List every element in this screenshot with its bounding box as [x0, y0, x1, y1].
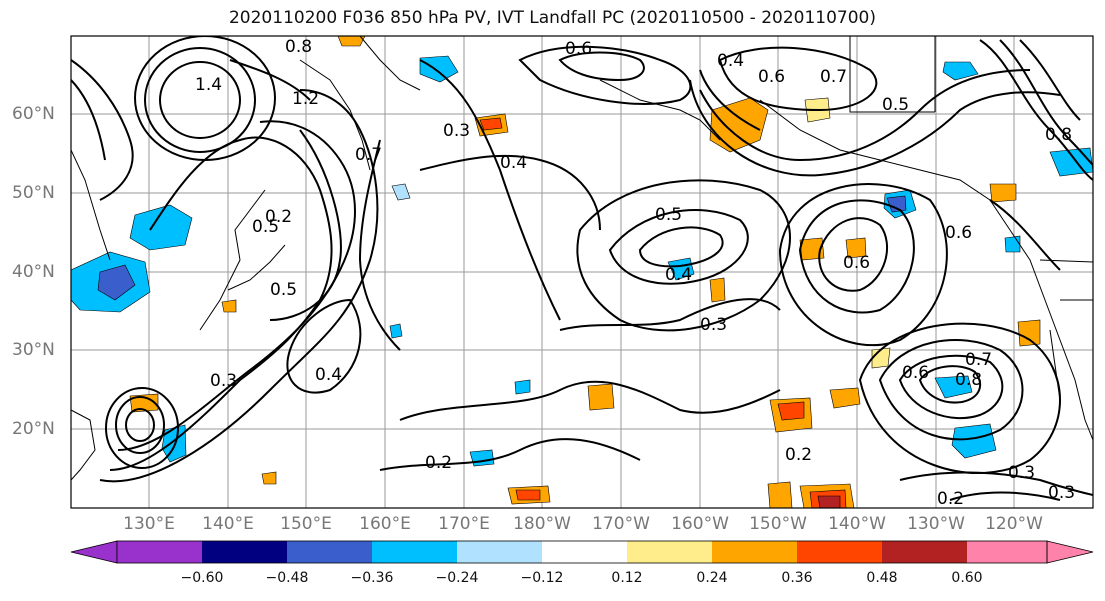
contour-label: 0.3: [443, 121, 470, 141]
lat-label: 40°N: [12, 262, 55, 282]
colorbar-tick-label: −0.48: [265, 570, 309, 586]
contour-label: 0.4: [665, 265, 692, 285]
colorbar-segment: [627, 541, 712, 563]
colorbar-segment: [967, 541, 1047, 563]
contour-label: 0.7: [965, 350, 992, 370]
contour-label: 0.6: [565, 39, 592, 59]
negative-anomaly-shading: [71, 55, 1093, 467]
contour-label: 1.2: [292, 89, 319, 109]
lon-label: 140°W: [828, 514, 886, 534]
lon-label: 130°E: [123, 514, 175, 534]
colorbar-tick-label: −0.24: [435, 570, 479, 586]
colorbar-segment: [372, 541, 457, 563]
colorbar-tick-label: 0.36: [781, 570, 813, 586]
colorbar-segment: [287, 541, 372, 563]
contour-label: 0.4: [717, 51, 744, 71]
lat-label: 30°N: [12, 340, 55, 360]
contour-label: 0.6: [945, 223, 972, 243]
colorbar-segment: [712, 541, 797, 563]
lon-label: 150°E: [280, 514, 332, 534]
contour-label: 0.5: [270, 280, 297, 300]
colorbar-segment: [117, 541, 202, 563]
lon-label: 160°W: [671, 514, 729, 534]
lon-label: 170°W: [592, 514, 650, 534]
lon-label: 150°W: [749, 514, 807, 534]
contour-label: 0.8: [955, 370, 982, 390]
colorbar-tick-label: 0.48: [866, 570, 898, 586]
contour-label: 0.3: [210, 371, 237, 391]
contour-label: 0.5: [655, 205, 682, 225]
lon-label: 120°W: [985, 514, 1043, 534]
contour-labels: 0.8 1.4 1.2 0.5 0.7 0.3 0.4 0.2 0.6 0.2 …: [195, 37, 1075, 509]
colorbar-tick-label: 0.60: [951, 570, 983, 586]
colorbar-segment: [542, 541, 627, 563]
map-plot-area: 0.8 1.4 1.2 0.5 0.7 0.3 0.4 0.2 0.6 0.2 …: [71, 36, 1093, 509]
contour-label: 0.8: [285, 37, 312, 57]
lon-label: 180°W: [513, 514, 571, 534]
contour-label: 0.2: [425, 453, 452, 473]
contour-label: 0.5: [252, 217, 279, 237]
contour-label: 0.6: [902, 363, 929, 383]
lat-label: 60°N: [12, 104, 55, 124]
contour-label: 0.5: [882, 95, 909, 115]
lon-label: 140°E: [202, 514, 254, 534]
contour-label: 0.8: [1045, 125, 1072, 145]
contour-label: 0.4: [315, 365, 342, 385]
colorbar-tick-label: −0.12: [520, 570, 564, 586]
contour-label: 0.7: [355, 145, 382, 165]
colorbar-tick-label: 0.12: [611, 570, 643, 586]
colorbar-segment: [882, 541, 967, 563]
colorbar-segment: [202, 541, 287, 563]
contour-label: 0.2: [785, 445, 812, 465]
lat-label: 50°N: [12, 183, 55, 203]
map-title: 2020110200 F036 850 hPa PV, IVT Landfall…: [228, 8, 876, 28]
contour-label: 0.7: [820, 67, 847, 87]
contour-label: 0.6: [758, 67, 785, 87]
colorbar-tick-label: 0.24: [696, 570, 728, 586]
contour-label: 0.3: [1048, 483, 1075, 503]
lat-label: 20°N: [12, 419, 55, 439]
pv-contours: [71, 36, 1093, 501]
contour-label: 0.6: [843, 253, 870, 273]
contour-label: 1.4: [195, 75, 222, 95]
contour-label: 0.2: [937, 489, 964, 509]
colorbar-segment: [457, 541, 542, 563]
colorbar-segment: [797, 541, 882, 563]
colorbar-extend-low: [70, 540, 118, 564]
contour-label: 0.4: [500, 153, 527, 173]
colorbar: [70, 540, 1094, 564]
map-border: [70, 35, 1094, 509]
lon-label: 170°E: [438, 514, 490, 534]
contour-label: 0.2: [265, 207, 292, 227]
colorbar-tick-label: −0.36: [350, 570, 394, 586]
colorbar-tick-label: −0.60: [180, 570, 224, 586]
contour-label: 0.3: [1008, 463, 1035, 483]
contour-label: 0.3: [700, 315, 727, 335]
coastlines: [71, 36, 1093, 481]
lon-label: 160°E: [359, 514, 411, 534]
graticule: [71, 36, 1093, 508]
lon-label: 130°W: [907, 514, 965, 534]
colorbar-extend-high: [1046, 540, 1094, 564]
